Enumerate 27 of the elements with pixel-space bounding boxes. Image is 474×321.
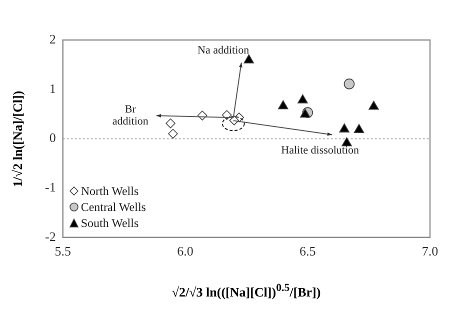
point	[339, 123, 350, 132]
point	[354, 124, 364, 133]
point	[166, 118, 176, 128]
y-tick-label: 0	[49, 130, 56, 146]
x-tick-label: 6.0	[177, 244, 194, 259]
point	[168, 128, 178, 139]
x-tick-label: 6.5	[299, 244, 316, 259]
point	[278, 100, 288, 110]
point	[368, 100, 379, 110]
annotation: Na addition	[198, 44, 250, 57]
point	[298, 94, 308, 104]
point	[244, 54, 254, 64]
point	[344, 78, 355, 90]
legend-label: North Wells	[80, 183, 139, 200]
x-axis-title: √2/√3 ln(([Na][Cl])$^{0.5}$/[Br])	[172, 282, 321, 300]
y-tick-label: 2	[49, 31, 56, 46]
y-axis-title: 1/√2 ln([Na]/[Cl])	[10, 90, 26, 187]
point	[300, 108, 310, 118]
y-tick-label: -2	[44, 228, 56, 244]
legend-label: Central Wells	[80, 199, 146, 216]
legend-label: South Wells	[80, 215, 139, 232]
y-tick-label: -1	[44, 179, 56, 194]
annotation: Halite dissolution	[281, 144, 360, 157]
x-tick-label: 5.5	[54, 244, 71, 259]
annotation: Br addition	[112, 104, 149, 128]
y-tick-label: 1	[49, 80, 56, 96]
x-tick-label: 7.0	[422, 244, 438, 259]
